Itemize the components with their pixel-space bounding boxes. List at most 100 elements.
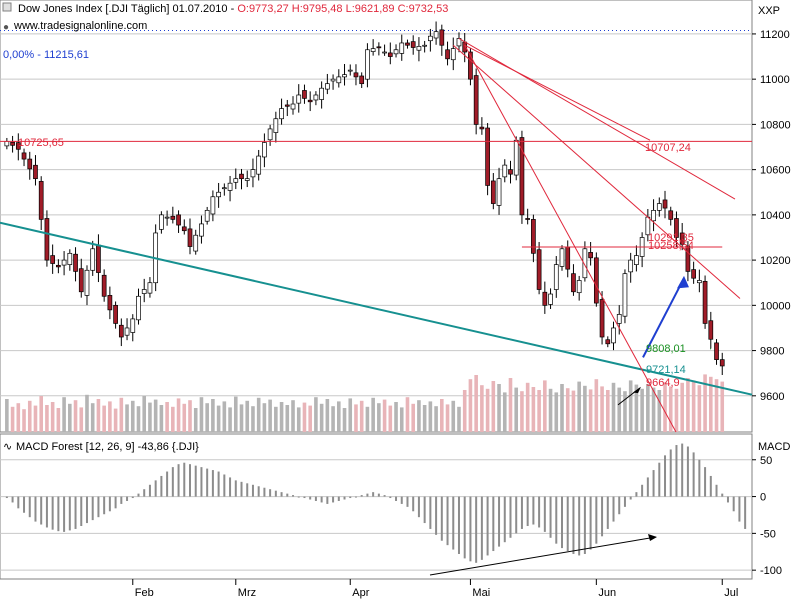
volume-bar (85, 394, 89, 432)
volume-bar (565, 388, 570, 432)
candle-up (159, 214, 164, 230)
resistance-line-4 (458, 38, 736, 200)
trend-lines (0, 38, 753, 433)
volume-bar (720, 381, 725, 432)
candle-down (668, 210, 674, 220)
volume-bar (680, 382, 684, 432)
macd-bar (457, 496, 460, 554)
macd-tick-label: -100 (760, 565, 782, 577)
x-tick-label: Jun (598, 587, 616, 599)
candle-up (319, 87, 324, 100)
macd-bar (131, 496, 134, 499)
volume-bar (365, 406, 370, 432)
candle-down (302, 90, 307, 99)
macd-bar (366, 493, 369, 497)
collapse-icon[interactable] (2, 2, 12, 12)
volume-bar (188, 400, 192, 432)
candle-down (519, 137, 525, 216)
candle-up (330, 78, 336, 82)
x-tick-label: Feb (135, 587, 154, 599)
macd-bar (635, 492, 638, 497)
volume-bar (583, 385, 587, 432)
macd-bar (251, 484, 254, 497)
macd-bar (623, 496, 626, 507)
volume-bar (543, 380, 547, 432)
volume-bar (39, 396, 43, 432)
candle-down (571, 273, 576, 293)
chart-header: Dow Jones Index [.DJI Täglich] 01.07.201… (2, 2, 780, 61)
candle-up (576, 280, 582, 294)
macd-bar (509, 496, 512, 538)
level-labels: 10725,65 10707,24 10291,35 10258,54 9808… (18, 137, 694, 389)
macd-arrow-head (648, 534, 657, 541)
candle-up (433, 31, 439, 39)
candle-up (273, 118, 279, 133)
volume-bar (22, 409, 26, 432)
macd-bar (166, 471, 169, 497)
macd-bar (686, 446, 689, 497)
volume-bar (411, 403, 415, 432)
volume-bar (176, 398, 181, 432)
support-trendline (0, 221, 753, 396)
macd-bar (11, 496, 14, 503)
macd-bar (211, 470, 214, 497)
macd-bar (463, 496, 466, 559)
volume-bar (640, 388, 644, 432)
candle-down (508, 169, 513, 175)
macd-bar (383, 495, 386, 497)
macd-bar (555, 496, 558, 544)
macd-bar (194, 465, 197, 497)
candle-down (284, 104, 290, 107)
volume-bar (440, 399, 444, 432)
candle-up (67, 252, 73, 265)
macd-bar (423, 496, 426, 524)
volume-bar (33, 405, 38, 432)
macd-bar (646, 477, 649, 497)
label-9664: 9664,9 (646, 377, 680, 389)
candle-down (531, 219, 536, 254)
candle-down (685, 245, 691, 272)
candle-down (410, 41, 416, 48)
volume-bar (119, 397, 124, 432)
candle-down (181, 226, 187, 232)
globe-icon: ● (3, 22, 9, 33)
x-tick-label: Mrz (238, 587, 256, 599)
candle-down (73, 253, 78, 272)
macd-bar (503, 496, 506, 543)
macd-bar (337, 496, 340, 501)
macd-bar (80, 496, 83, 527)
macd-bar (314, 496, 317, 501)
candle-up (124, 327, 130, 336)
macd-bar (721, 493, 724, 497)
macd-bar (354, 496, 357, 498)
volume-bar (422, 405, 427, 432)
candle-down (96, 244, 101, 273)
volume-bar (130, 400, 135, 432)
candle-up (496, 178, 502, 206)
candle-up (136, 295, 141, 321)
macd-bar (583, 496, 586, 554)
macd-bar (543, 496, 546, 532)
macd-bar (738, 496, 741, 522)
candle-up (548, 293, 553, 305)
macd-bar (206, 468, 209, 497)
macd-bar (492, 496, 495, 552)
macd-bar (143, 489, 146, 497)
volume-bar (691, 380, 696, 432)
volume-bar (451, 400, 456, 432)
macd-bar (601, 496, 604, 537)
x-tick-label: Apr (352, 587, 369, 599)
candle-up (290, 103, 296, 110)
candle-up (256, 155, 262, 175)
candle-down (691, 269, 696, 279)
macd-bar (263, 487, 266, 497)
macd-bar (561, 496, 563, 549)
macd-bar (240, 481, 243, 497)
macd-bar (658, 462, 661, 497)
volume-bar (714, 379, 719, 432)
volume-bar (646, 384, 650, 432)
candle-down (479, 126, 485, 130)
macd-bar (612, 496, 615, 522)
macd-header: ∿ MACD Forest [12, 26, 9] -43,86 {.DJI} … (3, 441, 790, 453)
candle-up (61, 259, 67, 266)
